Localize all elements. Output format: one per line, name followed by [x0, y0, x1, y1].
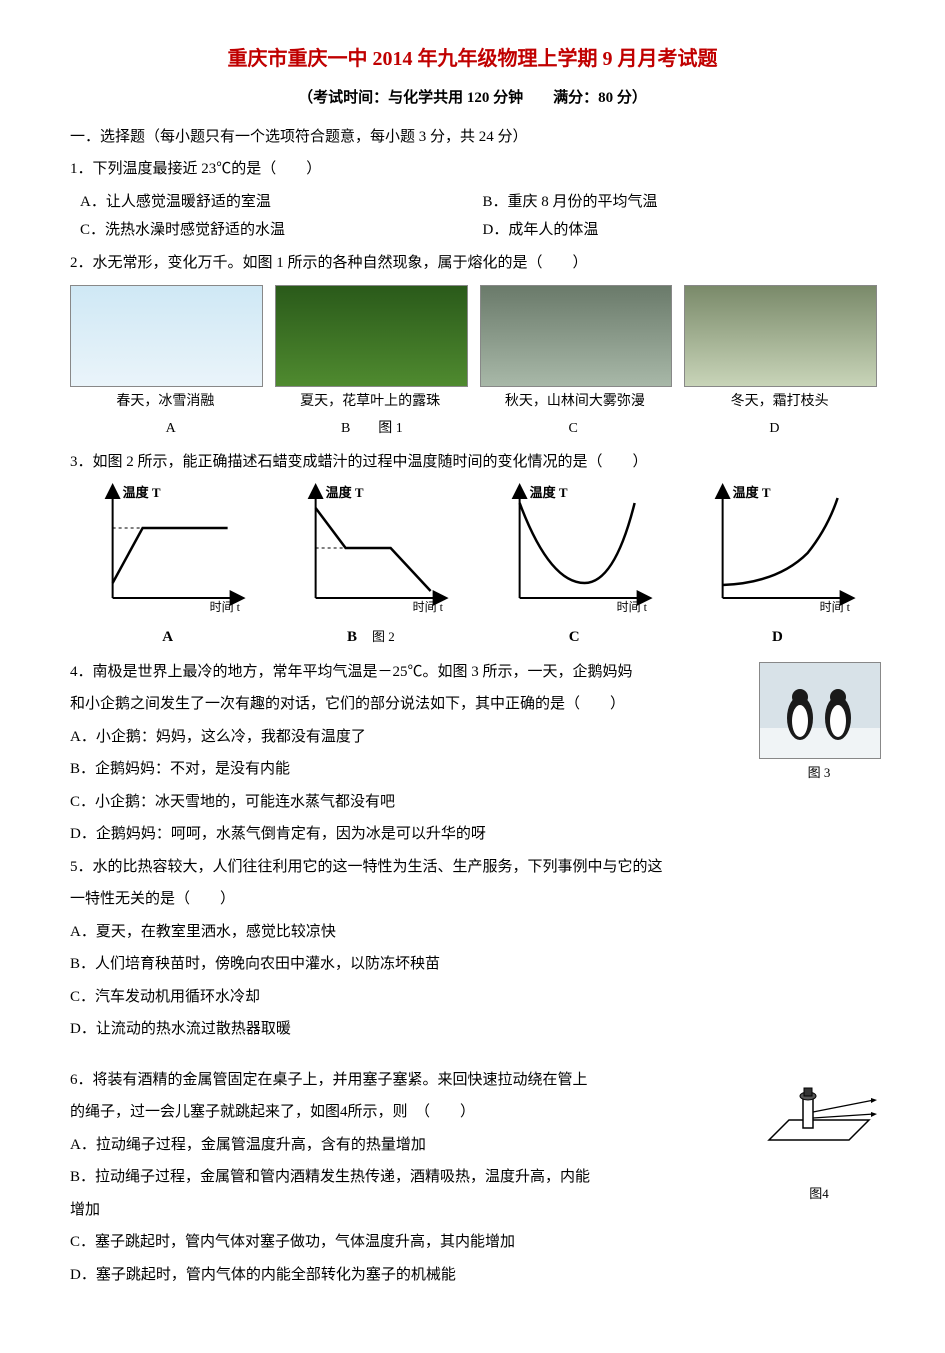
q5-opt-d: D．让流动的热水流过散热器取暖 — [70, 1015, 875, 1044]
q1-opt-d: D．成年人的体温 — [473, 216, 876, 245]
q2-letter-a: A — [70, 416, 271, 443]
q2-image-row: 春天，冰雪消融 夏天，花草叶上的露珠 秋天，山林间大雾弥漫 冬天，霜打枝头 — [70, 285, 875, 416]
page-title: 重庆市重庆一中 2014 年九年级物理上学期 9 月月考试题 — [70, 40, 875, 78]
q6-figlabel: 图4 — [759, 1182, 879, 1207]
q3-label-b: B — [347, 629, 357, 645]
q2-img-d — [684, 285, 877, 387]
q6-block: 图4 6．将装有酒精的金属管固定在桌子上，并用塞子塞紧。来回快速拉动绕在管上 的… — [70, 1066, 875, 1290]
q6-opt-b2: 增加 — [70, 1196, 745, 1225]
q3-graph-row: 温度 T 时间 t A 温度 T 时间 t B 图 2 温度 T 时间 t C — [70, 483, 875, 652]
q1-opt-c: C．洗热水澡时感觉舒适的水温 — [70, 216, 473, 245]
q1-options: A．让人感觉温暖舒适的室温 B．重庆 8 月份的平均气温 C．洗热水澡时感觉舒适… — [70, 188, 875, 245]
q5-opt-a: A．夏天，在教室里洒水，感觉比较凉快 — [70, 918, 875, 947]
q3-stem: 3．如图 2 所示，能正确描述石蜡变成蜡汁的过程中温度随时间的变化情况的是（ ） — [70, 448, 875, 477]
q6-opt-b: B．拉动绳子过程，金属管和管内酒精发生热传递，酒精吸热，温度升高，内能 — [70, 1163, 745, 1192]
svg-text:时间 t: 时间 t — [413, 600, 444, 613]
q3-figlabel: 图 2 — [372, 629, 395, 644]
q3-graph-d: 温度 T 时间 t D — [680, 483, 875, 652]
q2-stem: 2．水无常形，变化万千。如图 1 所示的各种自然现象，属于熔化的是（ ） — [70, 249, 875, 278]
svg-text:温度 T: 温度 T — [732, 485, 770, 500]
q3-label-a: A — [70, 623, 265, 652]
q2-img-b — [275, 285, 468, 387]
q2-cap-b: 夏天，花草叶上的露珠 — [275, 389, 466, 416]
q3-graph-a: 温度 T 时间 t A — [70, 483, 265, 652]
q1-opt-a: A．让人感觉温暖舒适的室温 — [70, 188, 473, 217]
q4-opt-c: C．小企鹅：冰天雪地的，可能连水蒸气都没有吧 — [70, 788, 745, 817]
q2-cap-d: 冬天，霜打枝头 — [684, 389, 875, 416]
q4-stem-1: 4．南极是世界上最冷的地方，常年平均气温是－25℃。如图 3 所示，一天，企鹅妈… — [70, 658, 745, 687]
q1-stem: 1．下列温度最接近 23℃的是（ ） — [70, 155, 875, 184]
q2-cap-c: 秋天，山林间大雾弥漫 — [480, 389, 671, 416]
q5-opt-b: B．人们培育秧苗时，傍晚向农田中灌水，以防冻坏秧苗 — [70, 950, 875, 979]
q3-graph-b: 温度 T 时间 t B 图 2 — [273, 483, 468, 652]
q2-letter-d: D — [674, 416, 875, 443]
svg-text:温度 T: 温度 T — [529, 485, 567, 500]
q4-figlabel: 图 3 — [759, 761, 879, 786]
section-1-heading: 一．选择题（每小题只有一个选项符合题意，每小题 3 分，共 24 分） — [70, 123, 875, 152]
q4-opt-a: A．小企鹅：妈妈，这么冷，我都没有温度了 — [70, 723, 745, 752]
q4-stem-2: 和小企鹅之间发生了一次有趣的对话，它们的部分说法如下，其中正确的是（ ） — [70, 690, 745, 719]
q4-opt-d: D．企鹅妈妈：呵呵，水蒸气倒肯定有，因为冰是可以升华的呀 — [70, 820, 875, 849]
svg-text:时间 t: 时间 t — [819, 600, 850, 613]
penguin-image — [759, 662, 881, 759]
q3-label-c: C — [477, 623, 672, 652]
q2-img-a — [70, 285, 263, 387]
q6-figure: 图4 — [759, 1070, 879, 1207]
exam-info: （考试时间：与化学共用 120 分钟 满分：80 分） — [70, 84, 875, 113]
q4-block: 图 3 4．南极是世界上最冷的地方，常年平均气温是－25℃。如图 3 所示，一天… — [70, 658, 875, 849]
q2-letter-c: C — [473, 416, 674, 443]
q2-img-c — [480, 285, 673, 387]
q2-letter-row: A B 图 1 C D — [70, 416, 875, 443]
svg-text:时间 t: 时间 t — [210, 600, 241, 613]
q5-opt-c: C．汽车发动机用循环水冷却 — [70, 983, 875, 1012]
q5-stem-2: 一特性无关的是（ ） — [70, 885, 875, 914]
q6-stem-2: 的绳子，过一会儿塞子就跳起来了，如图4所示，则 （ ） — [70, 1098, 745, 1127]
q6-opt-c: C．塞子跳起时，管内气体对塞子做功，气体温度升高，其内能增加 — [70, 1228, 875, 1257]
q1-opt-b: B．重庆 8 月份的平均气温 — [473, 188, 876, 217]
q5-stem-1: 5．水的比热容较大，人们往往利用它的这一特性为生活、生产服务，下列事例中与它的这 — [70, 853, 875, 882]
q2-cap-a: 春天，冰雪消融 — [70, 389, 261, 416]
svg-text:时间 t: 时间 t — [616, 600, 647, 613]
q6-opt-a: A．拉动绳子过程，金属管温度升高，含有的热量增加 — [70, 1131, 745, 1160]
q3-label-d: D — [680, 623, 875, 652]
svg-text:温度 T: 温度 T — [326, 485, 364, 500]
q6-opt-d: D．塞子跳起时，管内气体的内能全部转化为塞子的机械能 — [70, 1261, 875, 1290]
svg-text:温度 T: 温度 T — [123, 485, 161, 500]
q3-graph-c: 温度 T 时间 t C — [477, 483, 672, 652]
q6-stem-1: 6．将装有酒精的金属管固定在桌子上，并用塞子塞紧。来回快速拉动绕在管上 — [70, 1066, 745, 1095]
q4-opt-b: B．企鹅妈妈：不对，是没有内能 — [70, 755, 745, 784]
q2-letter-b: B 图 1 — [271, 416, 472, 443]
q4-figure: 图 3 — [759, 662, 879, 786]
